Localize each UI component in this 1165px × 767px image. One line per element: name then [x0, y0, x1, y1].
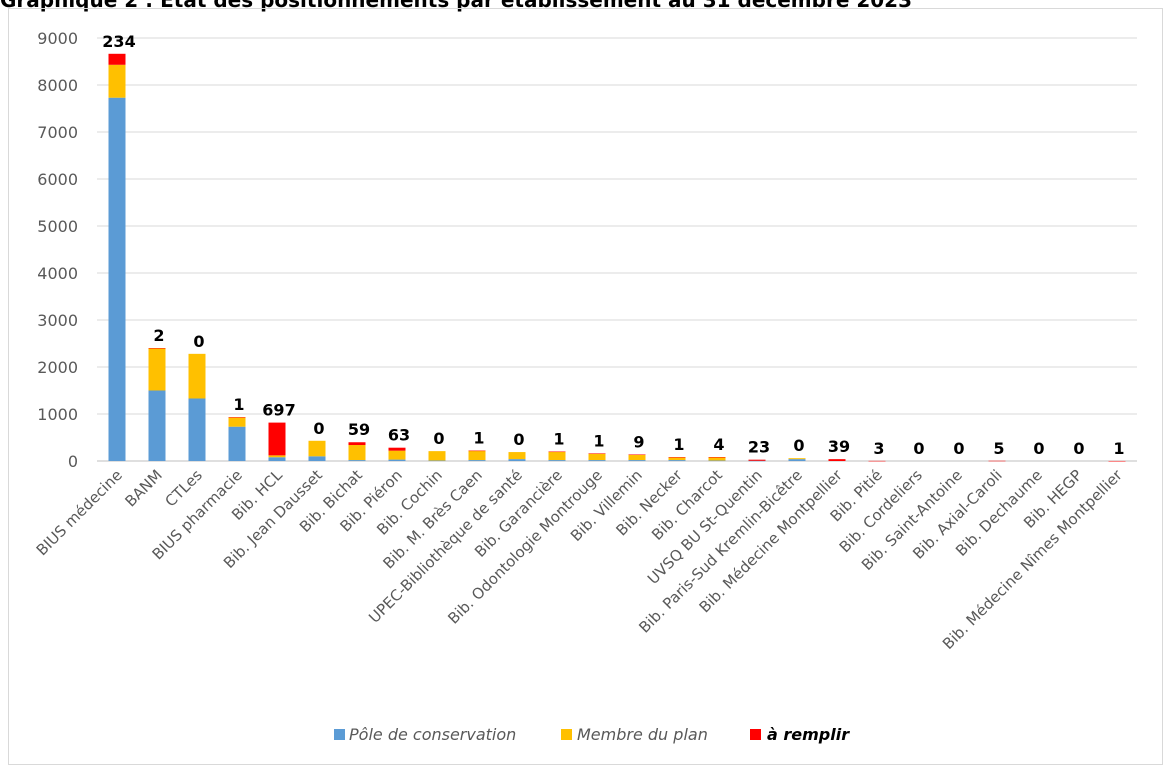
bar-segment: [348, 442, 366, 446]
y-tick-label: 3000: [37, 311, 78, 330]
legend-swatch: [750, 729, 761, 740]
data-label: 39: [828, 437, 850, 456]
bar-segment: [468, 460, 486, 461]
bar-segment: [588, 453, 606, 461]
bar-segment: [548, 451, 566, 461]
bar-segment: [708, 457, 726, 458]
data-label: 0: [793, 436, 804, 455]
bar-segment: [148, 348, 166, 349]
y-tick-label: 1000: [37, 405, 78, 424]
bar-segment: [188, 398, 206, 461]
bar-segment: [308, 456, 326, 461]
data-label: 0: [913, 439, 924, 458]
x-tick-label: BANM: [121, 466, 165, 510]
data-label: 23: [748, 438, 770, 457]
data-label: 59: [348, 420, 370, 439]
data-label: 0: [313, 419, 324, 438]
chart-frame: [8, 8, 1163, 765]
bar-segment: [668, 460, 686, 461]
data-label: 234: [102, 32, 135, 51]
y-tick-label: 2000: [37, 358, 78, 377]
bar-segment: [748, 460, 766, 462]
bar-segment: [468, 450, 486, 452]
data-label: 0: [953, 439, 964, 458]
data-label: 0: [513, 430, 524, 449]
y-tick-label: 5000: [37, 217, 78, 236]
data-label: 1: [1113, 439, 1124, 458]
bar-segment: [348, 445, 366, 461]
bar-segment: [788, 459, 806, 461]
legend-label: à remplir: [767, 725, 850, 744]
bar-segment: [588, 453, 606, 454]
bar-segment: [1108, 460, 1126, 462]
bar-segment: [828, 459, 846, 461]
bar-segment: [308, 440, 326, 457]
y-tick-label: 9000: [37, 29, 78, 48]
data-label: 0: [193, 332, 204, 351]
bar-segment: [588, 460, 606, 461]
data-label: 1: [593, 431, 604, 450]
x-tick-label: BIUS médecine: [33, 466, 126, 559]
bar-segment: [548, 451, 566, 453]
bar-segment: [268, 457, 286, 461]
bar-segment: [388, 447, 406, 451]
bar-segment: [668, 457, 686, 461]
data-label: 0: [1033, 439, 1044, 458]
bar-segment: [108, 53, 126, 65]
bar-segment: [108, 64, 126, 98]
bar-segment: [548, 460, 566, 461]
bar-segment: [708, 460, 726, 462]
y-tick-label: 4000: [37, 264, 78, 283]
bar-segment: [148, 348, 166, 391]
bar-segment: [388, 459, 406, 461]
bar-segment: [628, 454, 646, 461]
bar-segment: [868, 460, 886, 462]
data-label: 1: [673, 435, 684, 454]
data-label: 63: [388, 426, 410, 445]
data-label: 0: [1073, 439, 1084, 458]
data-label: 1: [473, 429, 484, 448]
bar-segment: [228, 417, 246, 418]
legend-swatch: [561, 729, 572, 740]
data-label: 0: [433, 429, 444, 448]
bar-segment: [348, 460, 366, 461]
bar-segment: [748, 459, 766, 461]
data-label: 1: [233, 395, 244, 414]
bar-segment: [428, 451, 446, 461]
legend-swatch: [334, 729, 345, 740]
data-label: 5: [993, 439, 1004, 458]
bar-segment: [268, 422, 286, 456]
y-tick-label: 8000: [37, 76, 78, 95]
bar-segment: [508, 452, 526, 460]
bar-segment: [788, 458, 806, 460]
data-label: 3: [873, 439, 884, 458]
data-label: 4: [713, 435, 724, 454]
data-label: 697: [262, 401, 295, 420]
bar-segment: [508, 459, 526, 461]
bar-segment: [708, 457, 726, 461]
bar-segment: [228, 417, 246, 427]
y-tick-label: 0: [68, 452, 78, 471]
data-label: 1: [553, 430, 564, 449]
bar-segment: [628, 460, 646, 461]
data-label: 2: [153, 326, 164, 345]
data-label: 9: [633, 432, 644, 451]
legend-label: Pôle de conservation: [349, 725, 516, 744]
bar-segment: [988, 460, 1006, 462]
bar-segment: [188, 353, 206, 399]
bar-segment: [108, 97, 126, 461]
chart-title: Graphique 2 : État des positionnements p…: [0, 0, 913, 12]
bar-segment: [228, 426, 246, 461]
bar-segment: [628, 454, 646, 455]
bar-segment: [268, 455, 286, 458]
y-tick-label: 6000: [37, 170, 78, 189]
legend-label: Membre du plan: [577, 725, 708, 744]
bar-segment: [428, 460, 446, 462]
bar-segment: [668, 457, 686, 458]
bar-segment: [388, 450, 406, 460]
bar-segment: [148, 390, 166, 461]
y-tick-label: 7000: [37, 123, 78, 142]
bar-segment: [468, 450, 486, 461]
